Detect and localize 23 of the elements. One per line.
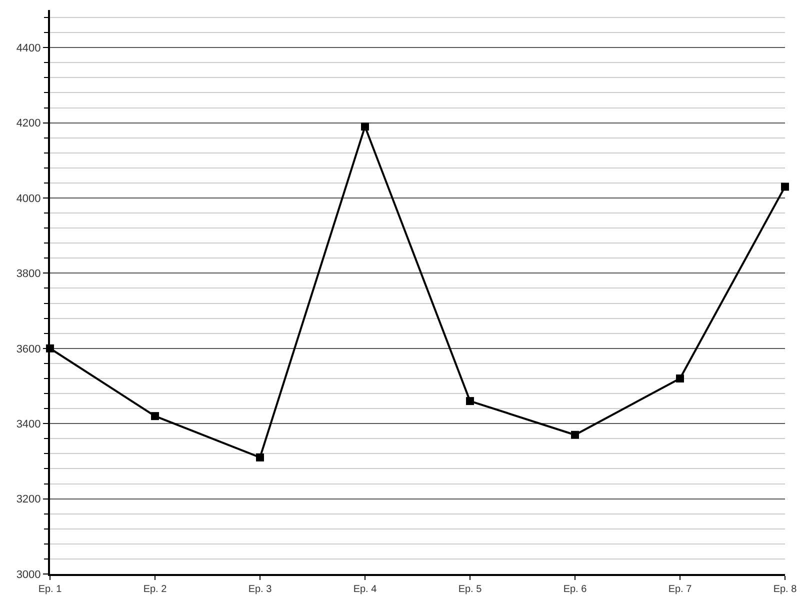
x-tick-label: Ep. 7: [668, 584, 692, 595]
x-tick-label: Ep. 4: [353, 584, 378, 595]
y-tick-label: 3400: [16, 418, 41, 430]
point: [781, 182, 789, 191]
y-tick-label: 3200: [16, 494, 41, 506]
point: [151, 412, 159, 420]
point: [361, 122, 369, 131]
x-tick-label: Ep. 8: [773, 584, 798, 595]
point: [466, 397, 474, 406]
y-tick-label: 4200: [16, 118, 41, 130]
point: [571, 430, 579, 439]
point: [256, 453, 264, 462]
y-tick-label: 3600: [16, 343, 41, 356]
point: [676, 374, 684, 382]
x-tick-label: Ep. 2: [143, 584, 168, 595]
x-tick-label: Ep. 1: [38, 584, 62, 595]
y-tick-label: 3000: [16, 568, 41, 581]
x-tick-label: Ep. 6: [563, 584, 588, 595]
x-tick-label: Ep. 5: [458, 584, 482, 595]
x-tick-label: Ep. 3: [248, 584, 272, 595]
y-tick-label: 3800: [16, 268, 41, 280]
y-tick-label: 4400: [16, 42, 41, 54]
y-tick-label: 4000: [16, 192, 41, 205]
